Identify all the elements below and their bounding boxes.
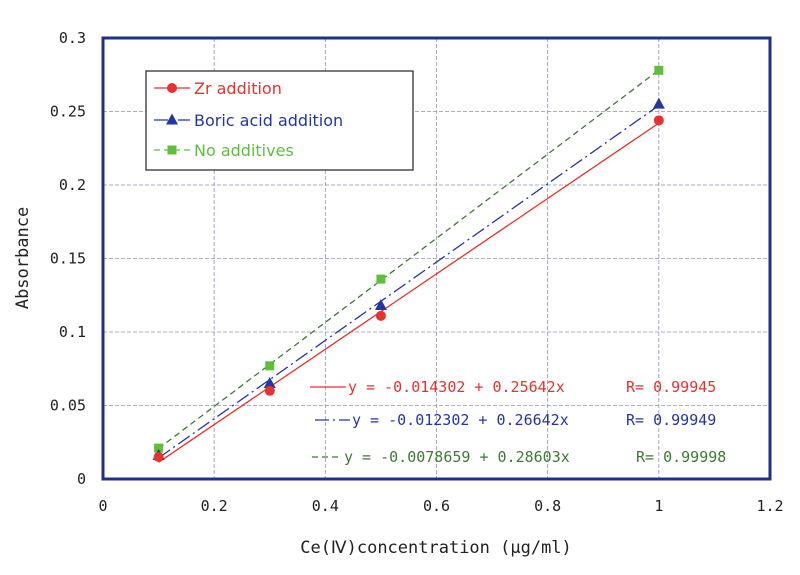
data-point: [374, 299, 387, 311]
fit-r-value: R= 0.99998: [636, 448, 726, 466]
y-tick-label: 0: [77, 470, 86, 488]
x-tick-label: 0.4: [312, 497, 339, 515]
fit-r-value: R= 0.99949: [626, 411, 716, 429]
legend-label: Boric acid addition: [194, 111, 343, 130]
y-axis-title: Absorbance: [13, 207, 33, 309]
legend-label: No additives: [194, 141, 294, 160]
fit-line: [158, 69, 660, 450]
data-point: [154, 443, 164, 453]
fit-equation: y = -0.014302 + 0.25642x: [348, 378, 565, 396]
data-point: [376, 274, 386, 284]
x-tick-label: 0: [98, 497, 107, 515]
x-tick-label: 0.6: [423, 497, 450, 515]
legend-marker: [166, 113, 178, 125]
data-point: [375, 310, 386, 321]
data-point: [264, 385, 275, 396]
data-point: [654, 65, 664, 75]
data-points: [152, 65, 665, 462]
y-tick-label: 0.25: [50, 103, 86, 121]
data-point: [153, 451, 164, 462]
x-tick-label: 0.8: [534, 497, 561, 515]
plot-frame: [101, 36, 772, 481]
y-tick-labels: 0 0.05 0.1 0.15 0.2 0.25 0.3: [50, 29, 86, 488]
fit-line: [158, 122, 660, 463]
legend-marker: [167, 145, 177, 155]
fit-equation: y = -0.0078659 + 0.28603x: [344, 448, 570, 466]
fit-equation: y = -0.012302 + 0.26642x: [352, 411, 569, 429]
x-axis-title: Ce(Ⅳ)concentration (μg/ml): [300, 538, 572, 558]
x-tick-label: 1.2: [756, 497, 783, 515]
y-tick-label: 0.3: [59, 29, 86, 47]
x-tick-label: 1: [654, 497, 663, 515]
fit-equations: y = -0.014302 + 0.25642x R= 0.99945 y = -0…: [310, 378, 726, 466]
x-tick-label: 0.2: [201, 497, 228, 515]
fit-line: [158, 104, 660, 459]
data-point: [263, 376, 276, 388]
fit-r-value: R= 0.99945: [626, 378, 716, 396]
legend: Zr addition Boric acid addition No additiv…: [145, 70, 414, 171]
legend-marker: [167, 83, 177, 93]
data-point: [265, 361, 275, 371]
y-tick-label: 0.15: [50, 250, 86, 268]
legend-label: Zr addition: [194, 79, 282, 98]
y-tick-label: 0.05: [50, 397, 86, 415]
y-tick-label: 0.1: [59, 323, 86, 341]
legend-box: [145, 70, 414, 171]
x-tick-labels: 0 0.2 0.4 0.6 0.8 1 1.2: [98, 497, 783, 515]
data-point: [652, 97, 665, 109]
data-point: [653, 115, 664, 126]
y-tick-label: 0.2: [59, 176, 86, 194]
fit-lines: [158, 69, 660, 463]
